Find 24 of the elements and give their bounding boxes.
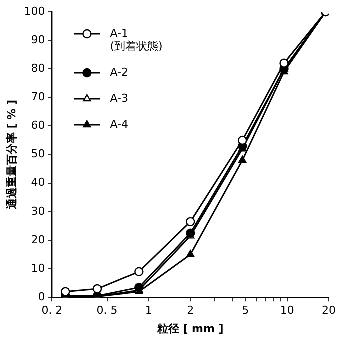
- y-tick-label: 90: [31, 33, 46, 46]
- y-tick-label: 50: [31, 148, 46, 161]
- x-tick-label: 10: [280, 304, 294, 318]
- x-tick-label: 5: [242, 304, 250, 318]
- x-tick-label: 20: [322, 304, 336, 318]
- y-tick-label: 20: [31, 233, 46, 246]
- y-tick-label: 10: [31, 262, 46, 275]
- x-tick-label: 0. 2: [42, 304, 63, 318]
- x-tick-label: 1: [145, 304, 152, 318]
- y-tick-label: 30: [31, 204, 46, 218]
- y-tick-label: 70: [31, 90, 46, 104]
- y-tick-label: 0: [38, 290, 46, 304]
- x-tick-label: 0. 5: [96, 304, 118, 318]
- y-tick-label: 60: [31, 119, 46, 132]
- x-tick-label: 2: [187, 304, 194, 318]
- x-axis-title: 粒径 [ mm ]: [156, 322, 224, 336]
- legend-label: A-2: [110, 66, 128, 79]
- y-axis-title: 通過重量百分率 [ % ]: [5, 100, 18, 211]
- legend-label: A-4: [110, 118, 128, 131]
- y-tick-label: 80: [31, 62, 46, 75]
- y-tick-label: 100: [24, 4, 46, 18]
- legend-label: A-3: [110, 92, 128, 105]
- y-tick-label: 40: [31, 176, 46, 190]
- legend-label: A-1 (到着状態): [110, 26, 163, 53]
